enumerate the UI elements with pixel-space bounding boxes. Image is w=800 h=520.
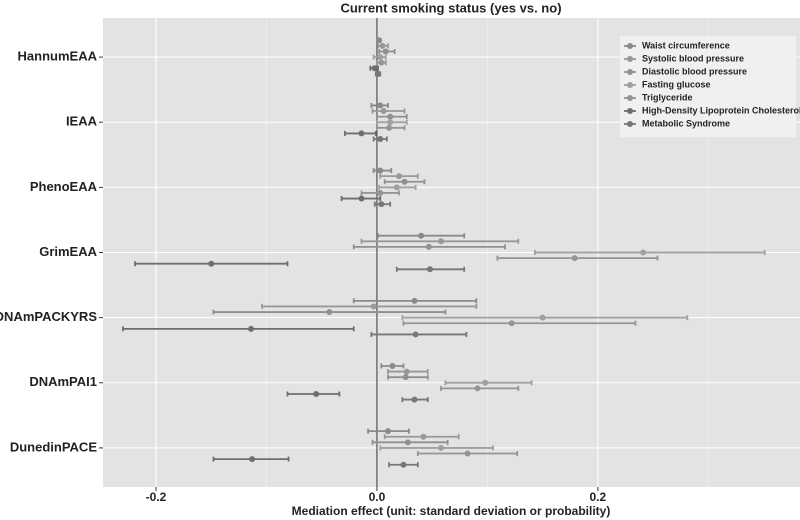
point [438,444,445,451]
point [508,320,515,327]
point [438,238,445,245]
point [377,136,384,143]
error-bar [444,380,533,386]
point [378,201,385,208]
x-tick-label: 0.2 [590,490,607,504]
y-tick-label: DunedinPACE [10,439,97,454]
point [387,113,394,120]
point [326,309,333,316]
point [411,396,418,403]
point [377,54,384,61]
chart-title: Current smoking status (yes vs. no) [340,0,561,15]
point [370,303,377,310]
error-bar [533,250,766,255]
legend-label: Fasting glucose [642,79,711,89]
point [387,119,394,126]
point [571,255,578,262]
point [382,48,389,55]
point [411,297,418,304]
point [401,178,408,185]
point [400,461,407,468]
y-tick-label: DNAmPAI1 [29,374,97,389]
point [426,266,433,273]
point [396,173,403,180]
point [358,130,365,137]
y-tick-label: PhenoEAA [30,179,98,194]
error-bar [379,445,494,451]
x-axis-title: Mediation effect (unit: standard deviati… [292,504,611,518]
y-tick-label: GrimEAA [39,244,97,259]
point [249,456,256,463]
error-bar [371,108,406,114]
legend-label: Triglyceride [642,92,693,102]
point [640,249,647,256]
y-tick-label: HannumEAA [18,49,98,64]
legend-marker [627,56,633,62]
legend-marker [627,43,633,49]
legend-marker [627,121,633,127]
x-tick-label: -0.2 [146,490,167,504]
point [377,102,384,109]
point [380,108,387,115]
point [389,362,396,369]
x-tick-label: 0.0 [369,490,386,504]
point [386,124,393,131]
point [393,184,400,191]
legend-label: Waist circumference [642,40,730,50]
point [464,450,471,457]
point [248,325,255,332]
point [377,167,384,174]
point [378,59,385,66]
legend-label: Diastolic blood pressure [642,66,747,76]
error-bar [370,331,468,337]
y-tick-label: IEAA [66,114,98,129]
point [375,70,382,77]
point [418,232,425,239]
error-bar [402,320,637,326]
legend-marker [627,95,633,101]
point [377,189,384,196]
point [208,260,215,267]
legend-label: High-Density Lipoprotein Cholesterol [642,105,800,115]
point [376,37,383,44]
point [412,331,419,338]
y-tick-label: DNAmPACKYRS [0,309,97,324]
error-bar [261,303,478,309]
legend-marker [627,108,633,114]
legend-marker [627,82,633,88]
point [474,385,481,392]
point [371,65,378,72]
point [425,243,432,250]
point [402,374,409,381]
point [420,433,427,440]
error-bar [121,326,355,332]
point [404,439,411,446]
legend-background [620,36,796,137]
point [379,42,386,49]
point [384,428,391,435]
legend-marker [627,69,633,75]
legend-label: Metabolic Syndrome [642,118,730,128]
point [403,368,410,375]
point [482,379,489,386]
legend-label: Systolic blood pressure [642,53,744,63]
point [539,314,546,321]
point [358,195,365,202]
point [313,390,320,397]
